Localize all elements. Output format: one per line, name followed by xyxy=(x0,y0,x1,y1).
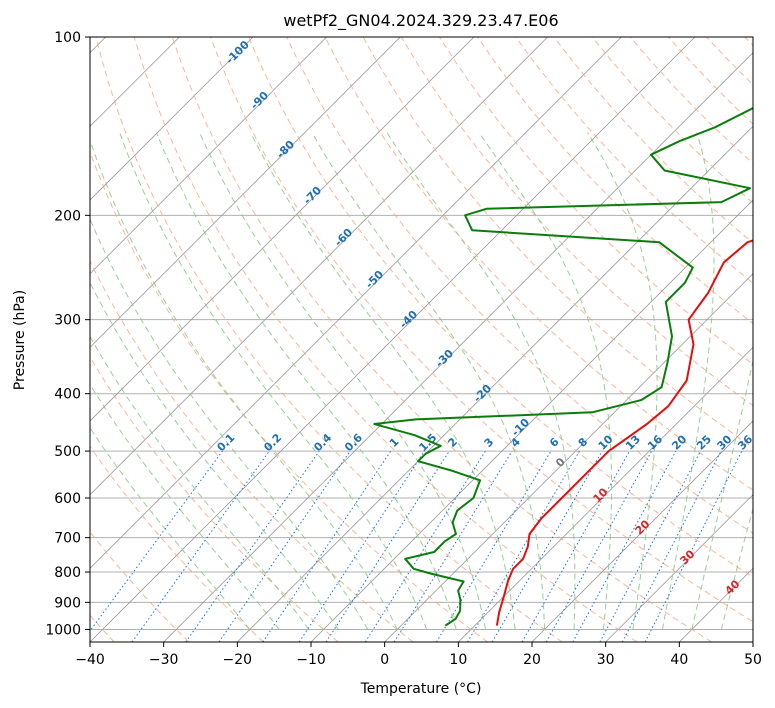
moist-adiabat-line xyxy=(90,335,310,630)
isotherm-line xyxy=(163,52,753,642)
isotherm-line xyxy=(384,273,753,642)
horizontal-grid xyxy=(90,37,753,630)
x-tick-label: 0 xyxy=(380,652,389,668)
isotherm-line xyxy=(90,37,327,275)
dry-adiabat-line xyxy=(90,445,264,642)
mixing-ratio-line xyxy=(185,450,320,642)
x-tick-label: −30 xyxy=(149,652,179,668)
moist-adiabat-line xyxy=(119,132,428,630)
moist-adiabat-line xyxy=(478,132,612,630)
y-tick-label: 400 xyxy=(54,387,81,403)
isotherm-line xyxy=(531,420,753,642)
dewpoint-line xyxy=(373,106,753,627)
isotherm-line xyxy=(90,37,622,569)
mixing-ratio-line xyxy=(325,450,450,642)
moist-adiabat-line xyxy=(250,132,516,630)
y-tick-label: 100 xyxy=(54,30,81,46)
dry-adiabat-line xyxy=(90,356,339,642)
mixing-ratio-line xyxy=(218,450,351,642)
x-tick-label: 50 xyxy=(744,652,762,668)
dry-adiabats xyxy=(90,37,753,642)
moist-adiabat-line xyxy=(587,132,658,630)
y-tick-label: 200 xyxy=(54,208,81,224)
mixing-ratio-line xyxy=(572,450,677,642)
dry-adiabat-line xyxy=(248,37,753,578)
mixing-ratio-line xyxy=(435,450,552,642)
mixing-ratio-line xyxy=(364,450,486,642)
mixing-ratio-line xyxy=(521,450,630,642)
moist-adiabat-line xyxy=(311,132,546,630)
isotherm-line xyxy=(458,346,753,642)
isotherm-line xyxy=(605,494,753,642)
x-axis-label: Temperature (°C) xyxy=(360,681,482,697)
moist-adiabat-line xyxy=(90,383,280,630)
dry-adiabat-line xyxy=(90,259,414,642)
dry-adiabat-line xyxy=(171,37,712,642)
y-tick-label: 700 xyxy=(54,531,81,547)
x-tick-label: 30 xyxy=(597,652,615,668)
mixing-ratio-lines xyxy=(90,450,743,642)
isotherm-line xyxy=(90,37,548,496)
x-tick-label: 20 xyxy=(523,652,541,668)
x-tick-label: −40 xyxy=(75,652,105,668)
plot-frame xyxy=(89,36,754,643)
mixing-ratio-line xyxy=(467,450,580,642)
y-tick-label: 1000 xyxy=(45,622,81,638)
isotherm-line xyxy=(90,37,475,422)
dry-adiabat-line xyxy=(324,37,753,491)
moist-adiabat-line xyxy=(386,132,576,630)
y-tick-label: 800 xyxy=(54,565,81,581)
y-tick-label: 500 xyxy=(54,444,81,460)
dry-adiabat-line xyxy=(515,37,753,284)
isotherms xyxy=(90,37,753,642)
mixing-ratio-line xyxy=(491,450,603,642)
moist-adiabats xyxy=(90,132,753,630)
moist-adiabat-line xyxy=(720,506,753,630)
y-tick-label: 900 xyxy=(54,595,81,611)
x-tick-label: 10 xyxy=(449,652,467,668)
moist-adiabat-line xyxy=(156,132,457,630)
y-axis-label: Pressure (hPa) xyxy=(12,290,28,390)
moist-adiabat-line xyxy=(90,138,398,630)
dry-adiabat-line xyxy=(95,37,563,642)
y-tick-label: 600 xyxy=(54,491,81,507)
moist-adiabat-line xyxy=(199,132,487,630)
y-axis: 100 200 300 400 500 600 700 800 900 1000 xyxy=(45,30,90,638)
x-tick-label: 40 xyxy=(670,652,688,668)
y-tick-label: 300 xyxy=(54,313,81,329)
isotherm-line xyxy=(90,37,696,642)
temperature-line xyxy=(495,239,753,626)
isotherm-line xyxy=(237,125,753,642)
isotherm-line xyxy=(90,37,401,348)
mixing-ratio-line xyxy=(545,450,653,642)
sounding-series xyxy=(373,106,753,627)
moist-adiabat-line xyxy=(661,132,715,630)
chart-title: wetPf2_GN04.2024.329.23.47.E06 xyxy=(283,11,558,31)
x-axis: −40 −30 −20 −10 0 10 20 30 40 50 xyxy=(75,642,762,668)
moist-adiabat-line xyxy=(90,427,251,630)
isotherm-line xyxy=(90,37,254,201)
mixing-ratio-line xyxy=(393,450,513,642)
x-tick-label: −10 xyxy=(296,652,326,668)
x-tick-label: −20 xyxy=(223,652,253,668)
moist-adiabat-line xyxy=(90,281,339,630)
dry-adiabat-line xyxy=(210,37,753,623)
dry-adiabat-line xyxy=(286,37,753,534)
moist-adiabat-line xyxy=(691,358,753,630)
